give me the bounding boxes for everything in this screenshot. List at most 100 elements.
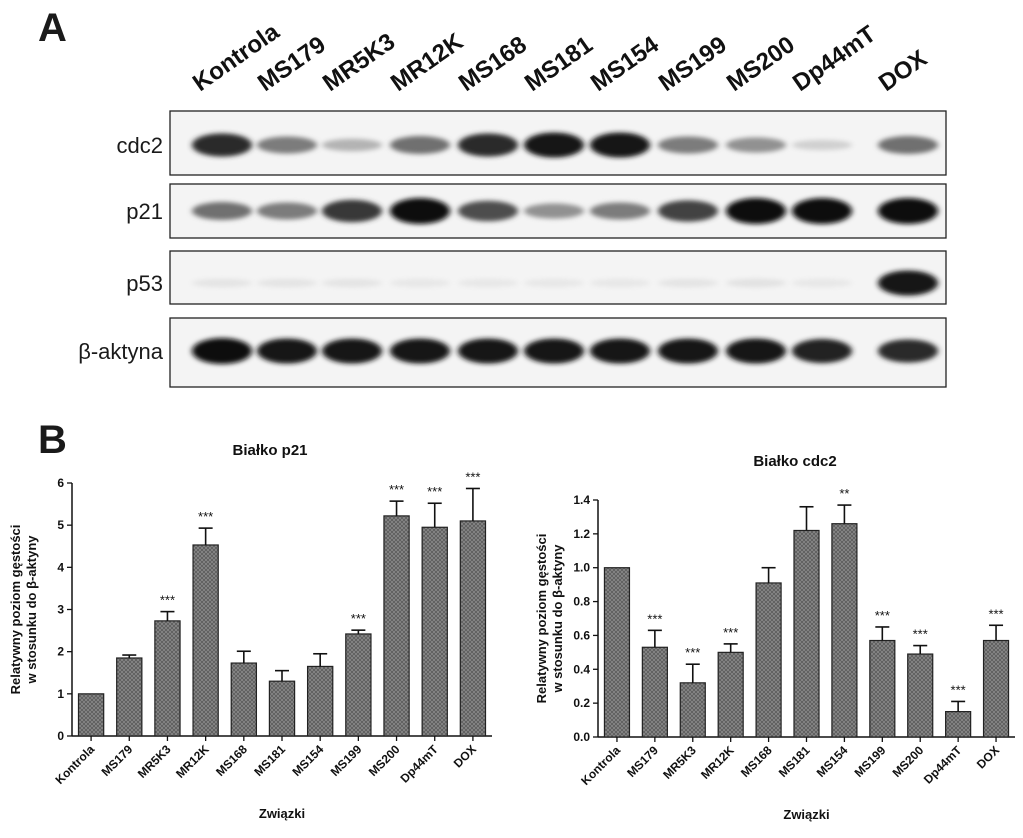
y-tick-label: 1 bbox=[57, 687, 64, 701]
bar bbox=[603, 567, 631, 738]
blot-band bbox=[192, 338, 252, 364]
blot-band bbox=[590, 278, 650, 288]
blot-band bbox=[524, 338, 584, 364]
y-axis-title: Relatywny poziom gęstości bbox=[534, 534, 549, 704]
lane-label: DOX bbox=[874, 45, 932, 97]
blot-band bbox=[192, 278, 252, 288]
significance-label: *** bbox=[389, 482, 404, 497]
blot-band bbox=[792, 278, 852, 288]
y-tick-label: 0.0 bbox=[573, 730, 590, 744]
bar bbox=[421, 526, 448, 737]
significance-label: *** bbox=[951, 682, 966, 697]
x-tick-label: MS181 bbox=[251, 742, 288, 779]
x-tick-label: MS179 bbox=[624, 743, 661, 780]
x-axis-title: Związki bbox=[783, 807, 829, 822]
bar bbox=[345, 633, 372, 737]
bar bbox=[192, 544, 219, 737]
x-tick-label: MR5K3 bbox=[660, 743, 699, 782]
blot-band bbox=[590, 338, 650, 364]
blot-band bbox=[322, 278, 382, 288]
y-tick-label: 0.4 bbox=[573, 662, 590, 676]
blot-band bbox=[590, 132, 650, 158]
panel-b-letter: B bbox=[38, 418, 67, 462]
blot-band bbox=[878, 136, 938, 154]
x-tick-label: MS154 bbox=[290, 742, 327, 779]
blot-band bbox=[590, 202, 650, 220]
x-tick-label: Kontrola bbox=[578, 743, 623, 788]
blot-band bbox=[524, 132, 584, 158]
x-tick-label: MS199 bbox=[328, 742, 365, 779]
blot-row-label: cdc2 bbox=[117, 133, 163, 158]
bar bbox=[755, 582, 782, 738]
x-tick-label: DOX bbox=[974, 743, 1002, 771]
significance-label: *** bbox=[465, 469, 480, 484]
x-axis-title: Związki bbox=[259, 806, 305, 821]
bar bbox=[831, 523, 858, 738]
blot-band bbox=[658, 136, 718, 154]
lane-label: MS168 bbox=[454, 31, 532, 97]
x-tick-label: MR12K bbox=[173, 742, 212, 781]
blot-band bbox=[257, 278, 317, 288]
bar bbox=[679, 682, 706, 738]
bar bbox=[869, 639, 896, 738]
significance-label: *** bbox=[351, 611, 366, 626]
y-tick-label: 1.0 bbox=[573, 561, 590, 575]
blot-band bbox=[792, 198, 852, 224]
western-blot: KontrolaMS179MR5K3MR12KMS168MS181MS154MS… bbox=[78, 18, 947, 388]
blot-band bbox=[458, 200, 518, 222]
x-tick-label: MS168 bbox=[738, 743, 775, 780]
y-tick-label: 0 bbox=[57, 729, 64, 743]
y-tick-label: 0.6 bbox=[573, 628, 590, 642]
x-tick-label: MS168 bbox=[213, 742, 250, 779]
blot-band bbox=[726, 278, 786, 288]
bar bbox=[793, 529, 820, 738]
bar bbox=[77, 693, 105, 737]
blot-band bbox=[878, 339, 938, 363]
lane-label: MS199 bbox=[654, 31, 732, 97]
blot-band bbox=[192, 202, 252, 220]
bar bbox=[459, 520, 487, 737]
x-tick-label: MS200 bbox=[366, 742, 403, 779]
y-tick-label: 1.4 bbox=[573, 493, 590, 507]
blot-band bbox=[878, 270, 938, 296]
y-tick-label: 0.2 bbox=[573, 696, 590, 710]
x-tick-label: MR12K bbox=[698, 743, 737, 782]
significance-label: *** bbox=[913, 627, 928, 642]
blot-band bbox=[878, 198, 938, 224]
blot-row-label: p21 bbox=[126, 199, 163, 224]
blot-band bbox=[726, 198, 786, 224]
bar bbox=[268, 680, 296, 737]
bar bbox=[982, 639, 1010, 738]
y-axis-title: w stosunku do β-aktyny bbox=[550, 544, 565, 694]
blot-band bbox=[322, 138, 382, 152]
lane-label: MS181 bbox=[520, 31, 598, 97]
x-tick-label: MS199 bbox=[852, 743, 889, 780]
chart-p21: Białko p21 0 1 2 3 4 5 6 Relatywny poziom gęstoś… bbox=[8, 442, 492, 821]
blot-band bbox=[322, 199, 382, 223]
significance-label: *** bbox=[427, 484, 442, 499]
blot-row-label: p53 bbox=[126, 271, 163, 296]
blot-band bbox=[390, 198, 450, 224]
significance-label: ** bbox=[839, 486, 849, 501]
significance-label: *** bbox=[723, 625, 738, 640]
y-tick-label: 5 bbox=[57, 518, 64, 532]
panel-a-letter: A bbox=[38, 6, 67, 50]
bar bbox=[154, 620, 181, 737]
x-tick-label: Dp44mT bbox=[397, 742, 441, 786]
blot-band bbox=[390, 136, 450, 154]
blot-band bbox=[390, 338, 450, 364]
blot-band bbox=[322, 338, 382, 364]
x-tick-label: MS154 bbox=[814, 743, 851, 780]
blot-band bbox=[458, 133, 518, 157]
blot-band bbox=[257, 136, 317, 154]
blot-band bbox=[658, 278, 718, 288]
chart-title: Białko p21 bbox=[232, 442, 307, 459]
y-tick-label: 3 bbox=[57, 603, 64, 617]
significance-label: *** bbox=[988, 606, 1003, 621]
bar bbox=[641, 646, 668, 738]
lane-label: Dp44mT bbox=[788, 20, 881, 97]
x-tick-label: MR5K3 bbox=[135, 742, 174, 781]
lane-label: MR5K3 bbox=[318, 28, 400, 97]
significance-label: *** bbox=[685, 645, 700, 660]
